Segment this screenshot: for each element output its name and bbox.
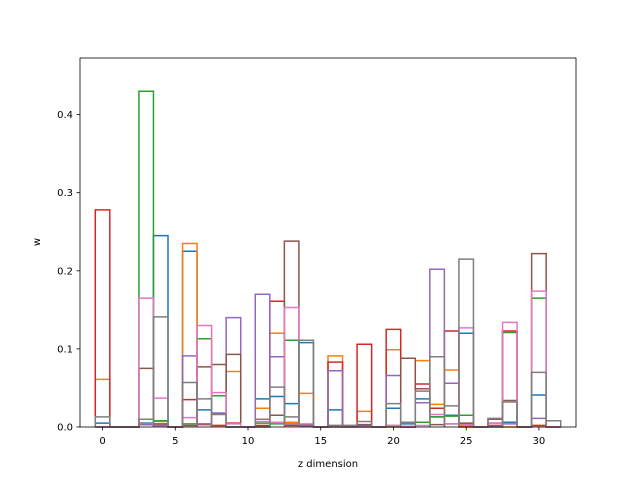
y-tick-label: 0.2	[57, 266, 73, 277]
y-tick-label: 0.0	[57, 423, 73, 434]
plot-frame	[79, 57, 577, 428]
x-tick-label: 10	[242, 436, 255, 447]
x-tick-label: 30	[533, 436, 546, 447]
y-tick-label: 0.4	[57, 110, 73, 121]
y-tick-label: 0.1	[57, 344, 73, 355]
x-tick-label: 0	[99, 436, 105, 447]
x-axis-label: z dimension	[298, 459, 358, 470]
y-axis: 0.0 0.1 0.2 0.3 0.4	[57, 110, 80, 434]
y-axis-label: w	[32, 238, 43, 246]
x-tick-label: 15	[314, 436, 327, 447]
x-tick-label: 5	[172, 436, 178, 447]
x-tick-label: 20	[387, 436, 400, 447]
x-tick-label: 25	[460, 436, 473, 447]
y-tick-label: 0.3	[57, 188, 73, 199]
x-axis: 0 5 10 15 20 25 30	[99, 427, 545, 447]
